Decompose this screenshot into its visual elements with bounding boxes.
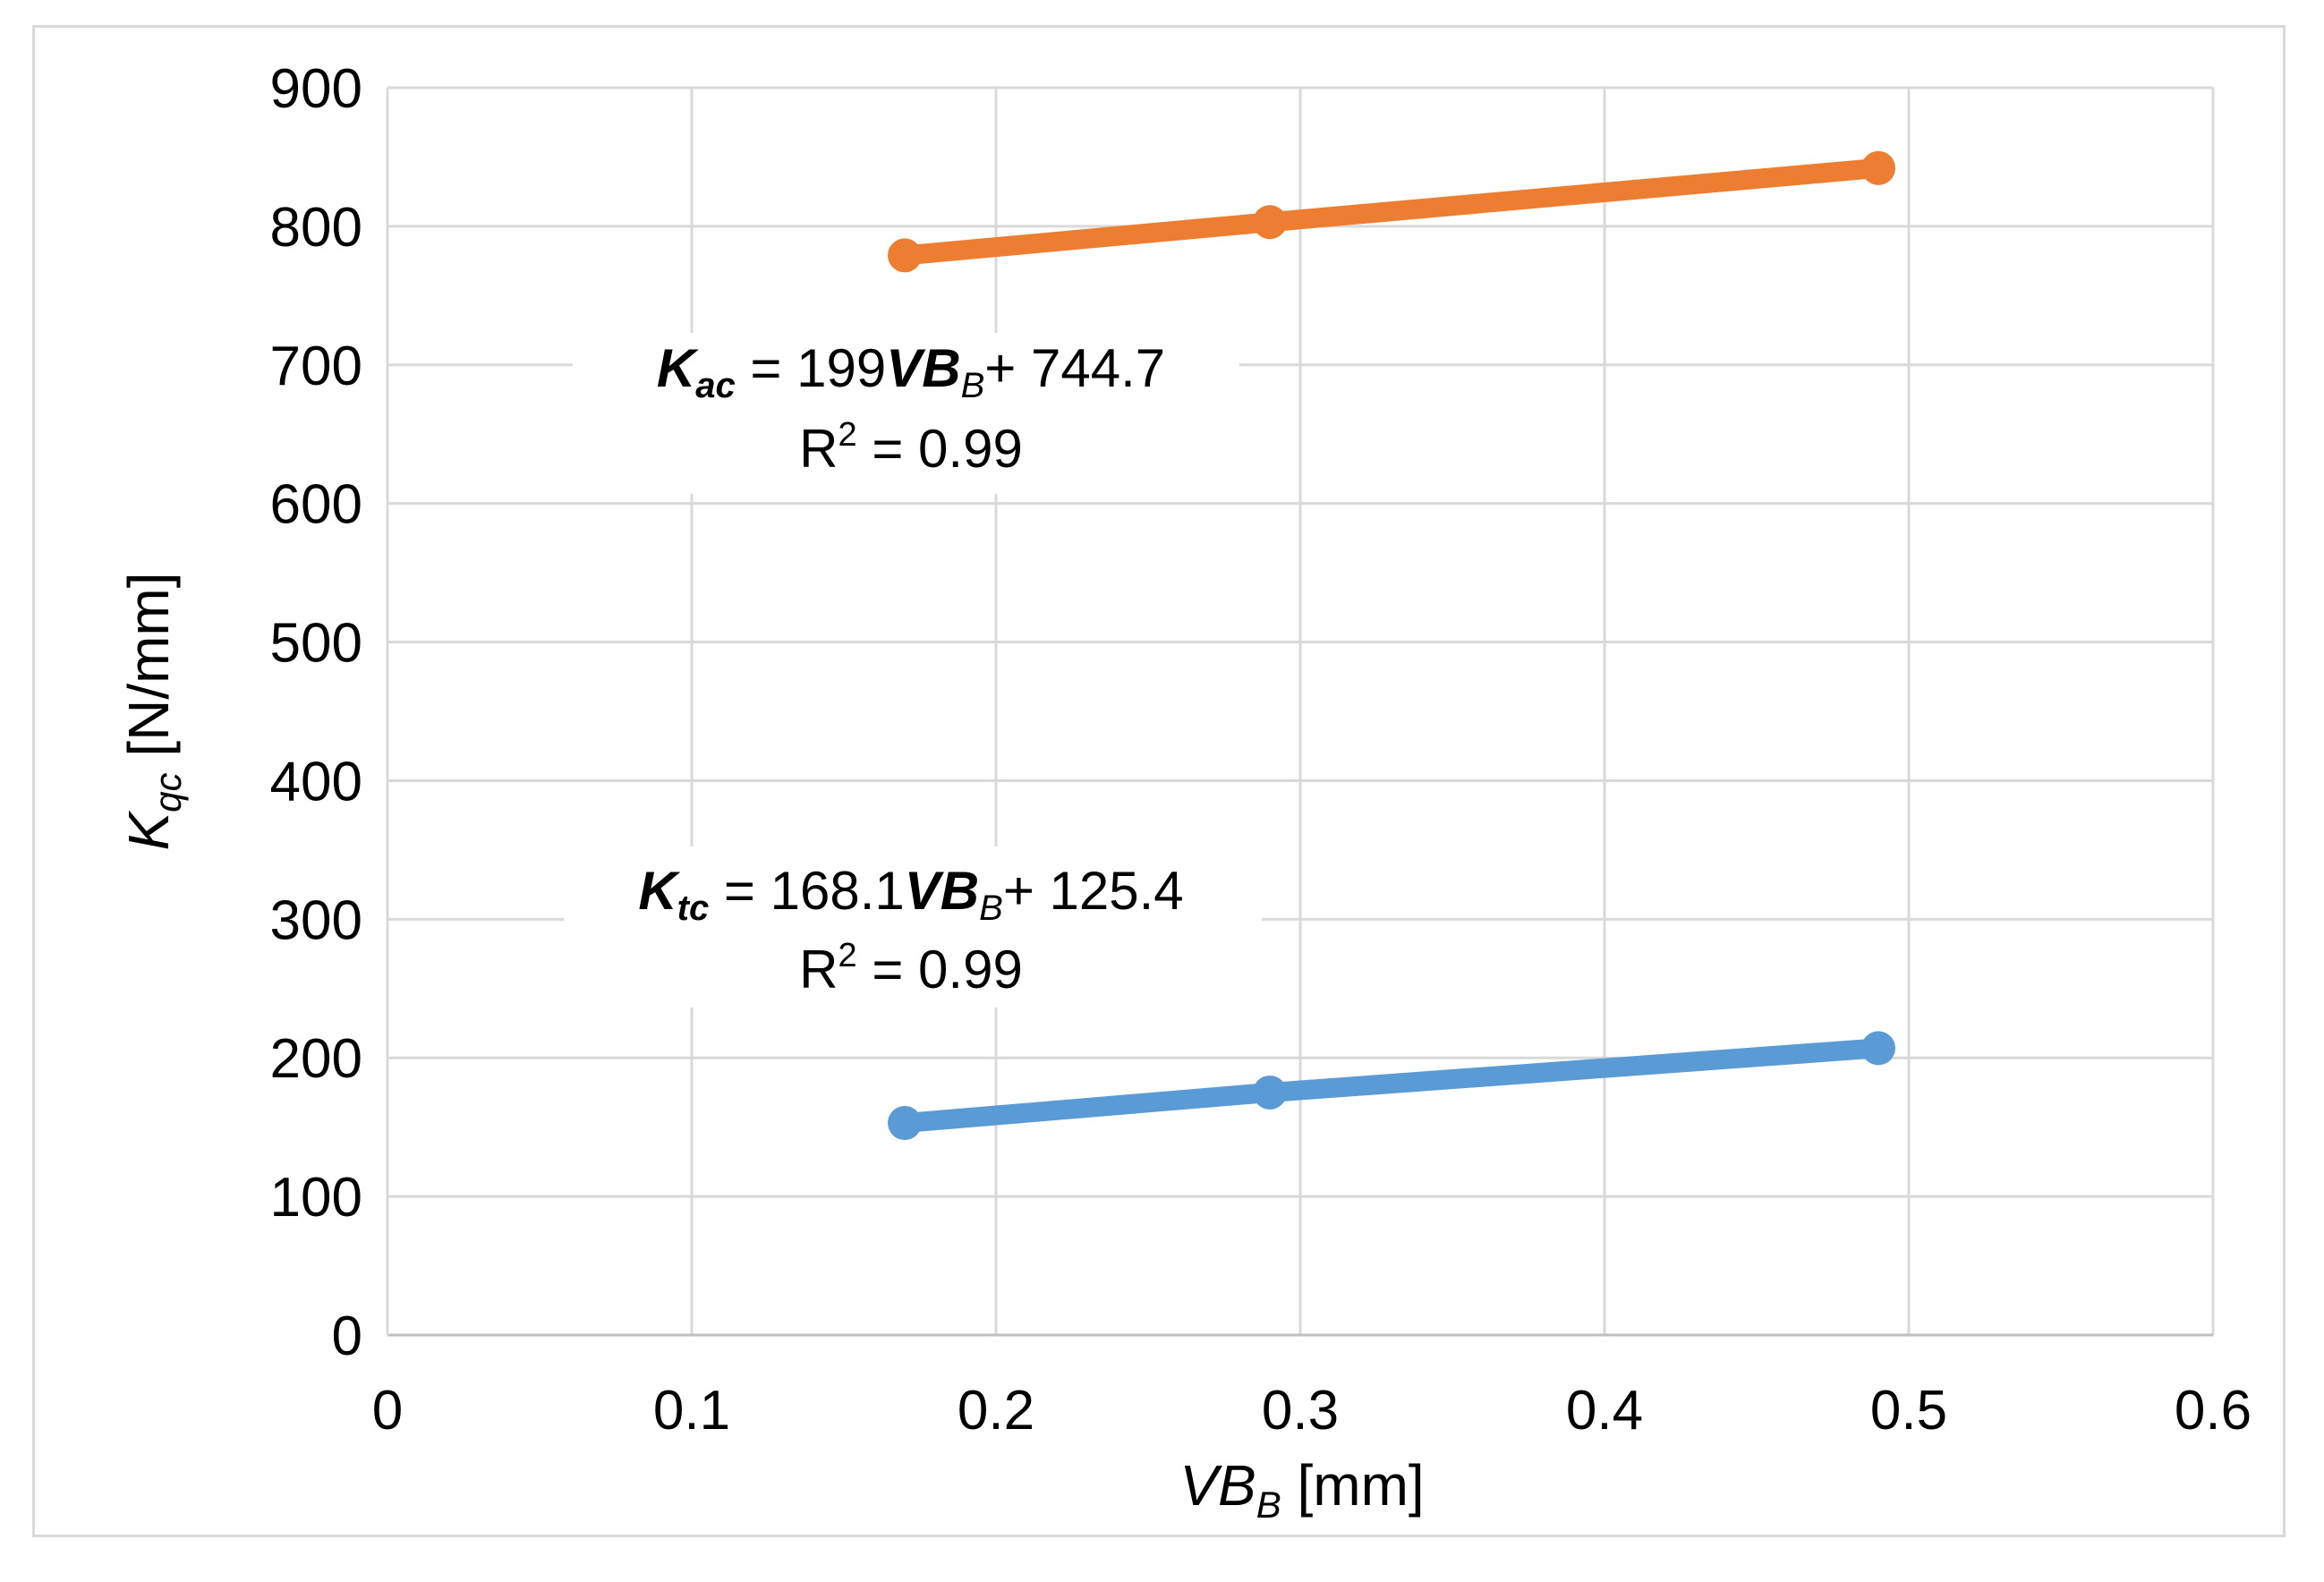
x-axis-title-sub: B	[1256, 1484, 1281, 1526]
y-tick-labels: 0 100 200 300 400 500 600 700 800 900	[270, 58, 362, 1367]
y-tick-label-200: 200	[270, 1028, 362, 1090]
y-tick-label-600: 600	[270, 474, 362, 536]
annotation-ktc-equation: Ktc = 168.1VBB+ 125.4	[638, 861, 1183, 928]
data-point-ktc-2	[1253, 1075, 1287, 1110]
annotation-kac: Kac = 199VBB+ 744.7 R2 = 0.99	[573, 333, 1239, 494]
y-axis-title: Kqc [N/mm]	[116, 572, 189, 850]
x-tick-label-0.5: 0.5	[1870, 1380, 1947, 1442]
x-tick-labels: 0 0.1 0.2 0.3 0.4 0.5 0.6	[372, 1380, 2252, 1442]
x-axis-title-main: VB	[1179, 1453, 1256, 1518]
annotation-ktc-var: K	[638, 861, 680, 921]
y-axis-title-unit: [N/mm]	[116, 572, 181, 772]
annotation-ktc-background	[564, 846, 1262, 1008]
annotation-ktc-eq-mid: = 168.1	[709, 861, 905, 921]
series-layer	[888, 150, 1895, 1141]
series-line-kac	[895, 157, 1888, 266]
data-point-kac-1	[888, 238, 922, 273]
x-tick-label-0.3: 0.3	[1262, 1380, 1339, 1442]
annotation-kac-coef-var: VB	[886, 338, 960, 398]
y-axis-title-sub: qc	[147, 772, 189, 812]
annotation-ktc: Ktc = 168.1VBB+ 125.4 R2 = 0.99	[564, 846, 1262, 1008]
y-tick-label-100: 100	[270, 1167, 362, 1229]
y-tick-label-700: 700	[270, 336, 362, 397]
x-axis-title: VBB [mm]	[1179, 1453, 1424, 1526]
series-line-ktc	[895, 1038, 1888, 1134]
x-axis-title-unit: [mm]	[1281, 1453, 1425, 1518]
y-tick-label-400: 400	[270, 751, 362, 812]
x-tick-label-0.4: 0.4	[1566, 1380, 1643, 1442]
annotation-kac-eq-mid: = 199	[736, 338, 887, 398]
annotation-kac-coef-sub: B	[961, 366, 985, 405]
x-tick-label-0: 0	[372, 1380, 403, 1442]
axes	[386, 88, 2213, 1337]
annotation-kac-var-sub: ac	[695, 366, 736, 405]
annotation-kac-background	[573, 333, 1239, 494]
x-tick-label-0.6: 0.6	[2175, 1380, 2252, 1442]
annotation-ktc-r2-value: = 0.99	[857, 940, 1023, 999]
y-tick-label-300: 300	[270, 889, 362, 951]
y-tick-label-900: 900	[270, 58, 362, 120]
annotation-kac-r2: R2 = 0.99	[799, 416, 1023, 479]
annotation-kac-r2-sup: 2	[839, 416, 857, 454]
y-axis-title-main: K	[116, 810, 181, 851]
annotation-kac-r2-value: = 0.99	[857, 419, 1023, 479]
y-tick-label-800: 800	[270, 197, 362, 259]
annotation-ktc-r2-label: R	[799, 940, 838, 999]
annotation-kac-var: K	[657, 338, 699, 398]
data-point-kac-2	[1253, 205, 1287, 240]
data-point-kac-3	[1861, 150, 1895, 185]
annotation-ktc-coef-sub: B	[979, 889, 1003, 928]
annotation-kac-eq-end: + 744.7	[984, 338, 1165, 398]
annotation-kac-r2-label: R	[799, 419, 838, 479]
x-tick-label-0.2: 0.2	[958, 1380, 1034, 1442]
data-point-ktc-1	[888, 1106, 922, 1141]
x-tick-label-0.1: 0.1	[653, 1380, 730, 1442]
annotation-ktc-r2-sup: 2	[839, 937, 857, 974]
annotation-ktc-coef-var: VB	[905, 861, 979, 921]
annotation-ktc-eq-end: + 125.4	[1003, 861, 1184, 921]
y-tick-label-500: 500	[270, 613, 362, 675]
annotation-ktc-var-sub: tc	[677, 889, 710, 928]
data-point-ktc-3	[1861, 1031, 1895, 1066]
annotation-kac-equation: Kac = 199VBB+ 744.7	[657, 338, 1165, 405]
annotation-ktc-r2: R2 = 0.99	[799, 937, 1023, 999]
y-tick-label-0: 0	[332, 1306, 362, 1367]
grid-lines	[387, 86, 2215, 1335]
